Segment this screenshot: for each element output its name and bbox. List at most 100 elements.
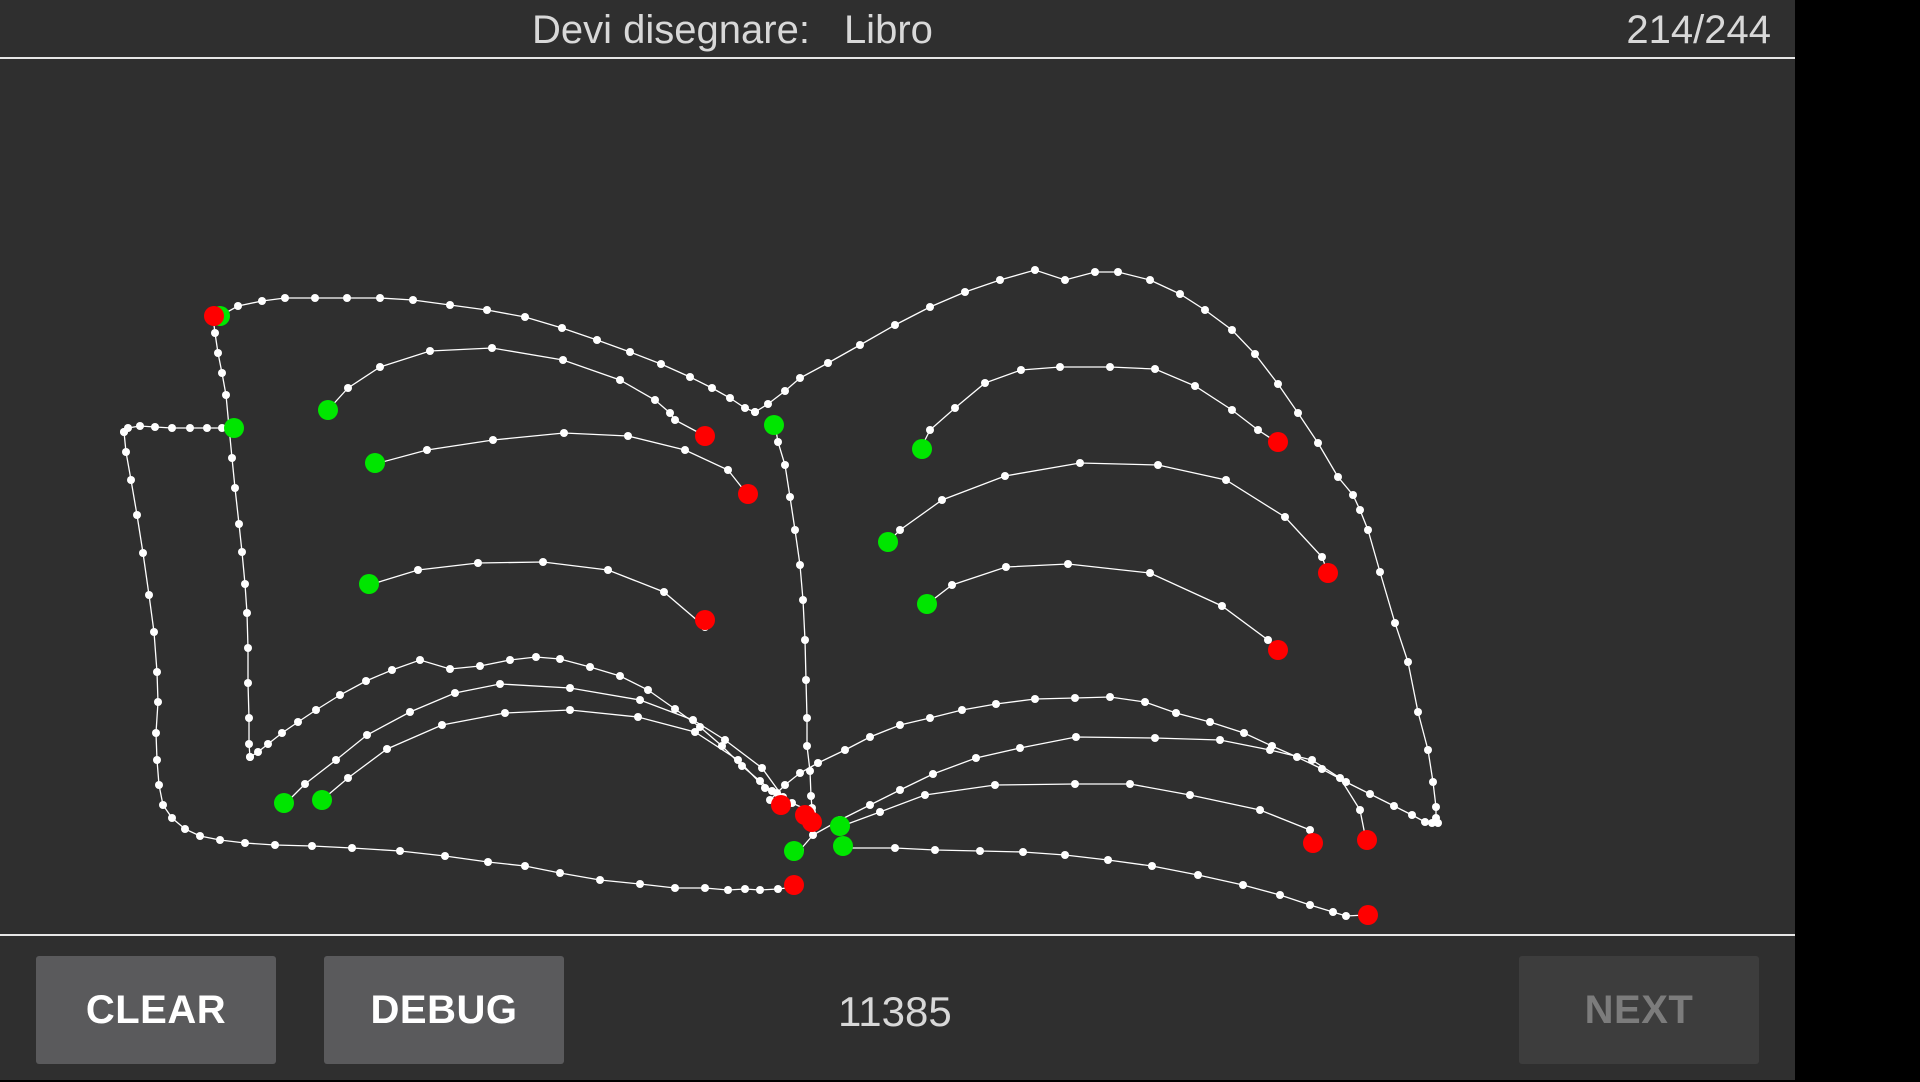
stroke-point bbox=[961, 288, 969, 296]
stroke-point bbox=[1294, 409, 1302, 417]
stroke-point bbox=[474, 559, 482, 567]
stroke-point bbox=[312, 706, 320, 714]
stroke-end-marker bbox=[1318, 563, 1338, 583]
stroke-point bbox=[929, 770, 937, 778]
stroke-point bbox=[791, 526, 799, 534]
stroke-point bbox=[796, 561, 804, 569]
clear-button[interactable]: CLEAR bbox=[36, 956, 276, 1064]
stroke-point bbox=[1071, 694, 1079, 702]
stroke-point bbox=[246, 753, 254, 761]
stroke-point bbox=[1432, 803, 1440, 811]
stroke-point bbox=[1336, 774, 1344, 782]
stroke-point bbox=[1342, 912, 1350, 920]
stroke-point bbox=[376, 363, 384, 371]
stroke-point bbox=[1002, 563, 1010, 571]
stroke-point bbox=[1141, 698, 1149, 706]
stroke-point bbox=[521, 313, 529, 321]
stroke-point bbox=[1216, 736, 1224, 744]
stroke-point bbox=[1228, 326, 1236, 334]
prompt-label: Devi disegnare: bbox=[532, 8, 810, 52]
stroke-point bbox=[1172, 709, 1180, 717]
stroke-point bbox=[234, 302, 242, 310]
stroke-point bbox=[496, 680, 504, 688]
prompt: Devi disegnare: Libro bbox=[532, 8, 933, 53]
stroke-point bbox=[891, 321, 899, 329]
stroke-point bbox=[336, 691, 344, 699]
stroke-point bbox=[796, 374, 804, 382]
stroke-point bbox=[153, 668, 161, 676]
stroke-point bbox=[926, 426, 934, 434]
stroke-point bbox=[145, 591, 153, 599]
stroke-point bbox=[1148, 862, 1156, 870]
stroke-point bbox=[1031, 695, 1039, 703]
stroke-start-marker bbox=[224, 418, 244, 438]
stroke-point bbox=[616, 376, 624, 384]
stroke-point bbox=[241, 580, 249, 588]
stroke-point bbox=[671, 705, 679, 713]
stroke-point bbox=[406, 708, 414, 716]
stroke-point bbox=[245, 714, 253, 722]
stroke-point bbox=[764, 400, 772, 408]
stroke-point bbox=[741, 404, 749, 412]
stroke-line bbox=[283, 683, 784, 806]
score-value: 11385 bbox=[838, 988, 952, 1035]
stroke-point bbox=[409, 296, 417, 304]
stroke-line bbox=[886, 462, 1329, 574]
stroke-point bbox=[671, 416, 679, 424]
stroke-point bbox=[1176, 290, 1184, 298]
stroke-end-marker bbox=[204, 306, 224, 326]
stroke-point bbox=[1404, 658, 1412, 666]
stroke-point bbox=[803, 714, 811, 722]
stroke-point bbox=[451, 689, 459, 697]
debug-button[interactable]: DEBUG bbox=[324, 956, 564, 1064]
next-button[interactable]: NEXT bbox=[1519, 956, 1759, 1064]
stroke-point bbox=[1264, 636, 1272, 644]
stroke-point bbox=[532, 653, 540, 661]
header-bar: Devi disegnare: Libro 214/244 bbox=[0, 0, 1795, 59]
stroke-point bbox=[803, 742, 811, 750]
stroke-point bbox=[931, 846, 939, 854]
stroke-point bbox=[651, 396, 659, 404]
stroke-point bbox=[1334, 473, 1342, 481]
stroke-point bbox=[660, 588, 668, 596]
stroke-point bbox=[1239, 881, 1247, 889]
stroke-point bbox=[556, 655, 564, 663]
stroke-point bbox=[657, 360, 665, 368]
stroke-point bbox=[243, 609, 251, 617]
stroke-point bbox=[154, 698, 162, 706]
stroke-point bbox=[1421, 818, 1429, 826]
stroke-point bbox=[786, 493, 794, 501]
stroke-point bbox=[1251, 350, 1259, 358]
stroke-point bbox=[376, 294, 384, 302]
stroke-point bbox=[423, 446, 431, 454]
stroke-point bbox=[1071, 780, 1079, 788]
stroke-point bbox=[596, 876, 604, 884]
stroke-point bbox=[708, 384, 716, 392]
stroke-point bbox=[1428, 819, 1436, 827]
stroke-point bbox=[1056, 363, 1064, 371]
stroke-point bbox=[1356, 506, 1364, 514]
stroke-point bbox=[488, 344, 496, 352]
drawing-canvas[interactable] bbox=[0, 59, 1795, 934]
stroke-point bbox=[1104, 856, 1112, 864]
stroke-end-marker bbox=[738, 484, 758, 504]
stroke-point bbox=[1306, 826, 1314, 834]
stroke-point bbox=[807, 792, 815, 800]
stroke-point bbox=[1061, 276, 1069, 284]
stroke-point bbox=[1126, 780, 1134, 788]
stroke-point bbox=[1318, 553, 1326, 561]
stroke-start-marker bbox=[912, 439, 932, 459]
stroke-point bbox=[501, 709, 509, 717]
stroke-point bbox=[264, 740, 272, 748]
stroke-point bbox=[203, 424, 211, 432]
stroke-point bbox=[1186, 791, 1194, 799]
stroke-point bbox=[781, 387, 789, 395]
stroke-point bbox=[1106, 363, 1114, 371]
stroke-point bbox=[876, 808, 884, 816]
stroke-point bbox=[593, 336, 601, 344]
stroke-point bbox=[441, 852, 449, 860]
stroke-point bbox=[1356, 806, 1364, 814]
stroke-point bbox=[127, 476, 135, 484]
stroke-point bbox=[258, 297, 266, 305]
stroke-point bbox=[1429, 778, 1437, 786]
